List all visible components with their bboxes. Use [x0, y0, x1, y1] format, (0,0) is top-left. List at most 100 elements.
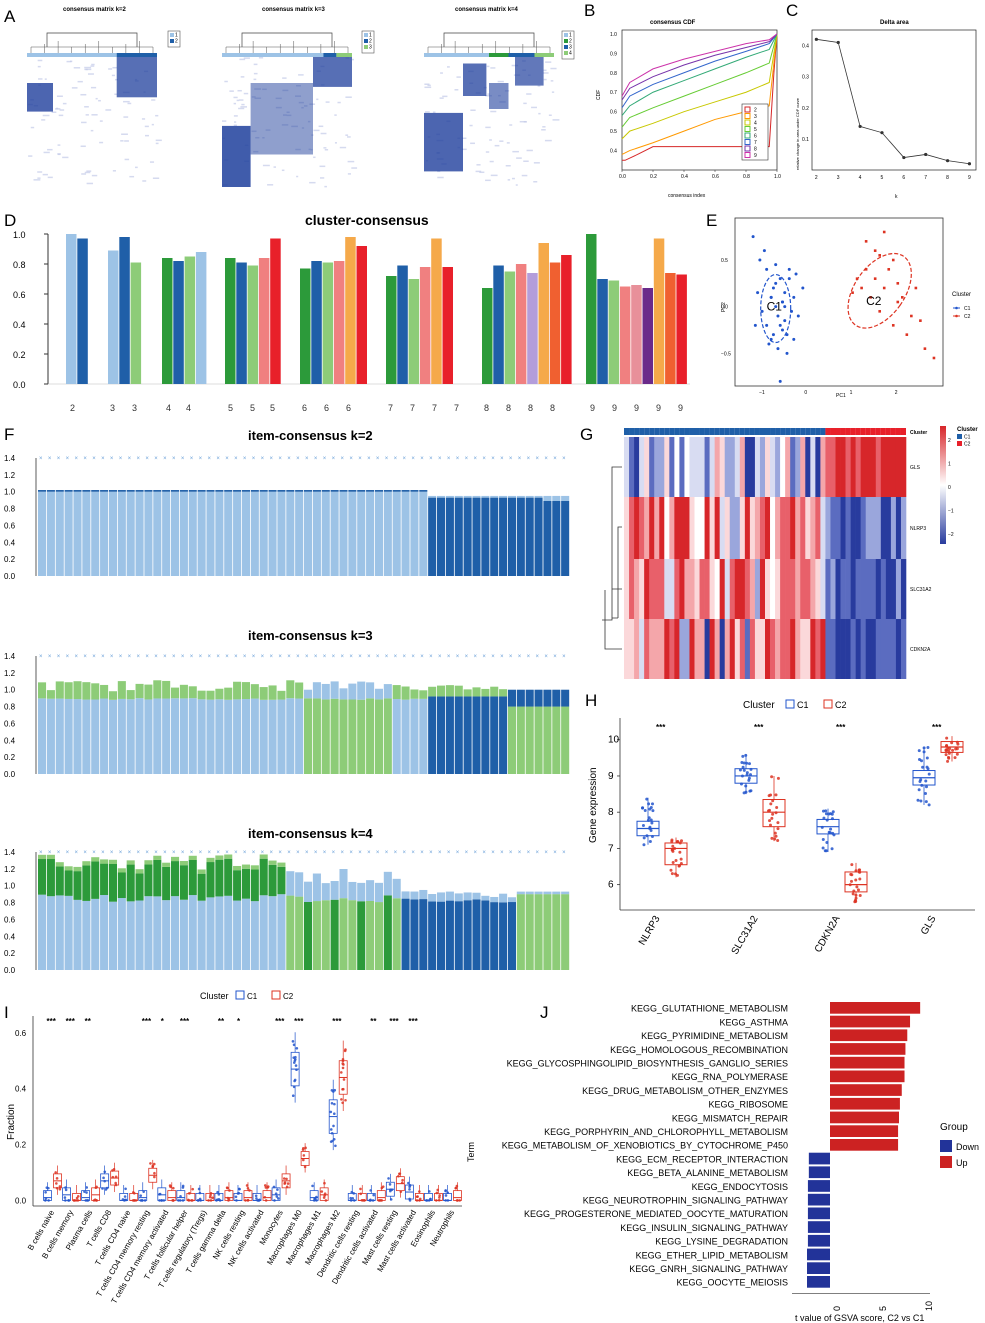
pca-legend-title: Cluster [952, 292, 971, 298]
y-tick-label: 0.0 [721, 305, 728, 311]
box-point [454, 1186, 458, 1190]
box-point [149, 1162, 152, 1165]
item-bar-segment [206, 491, 215, 576]
box-point [955, 752, 959, 756]
item-bar-segment [321, 491, 330, 576]
box-point [255, 1197, 258, 1200]
box-point [123, 1198, 127, 1202]
item-bar-segment [277, 862, 286, 867]
matrix-noise [347, 136, 351, 138]
item-bar-segment [454, 696, 463, 774]
pca-point-c1 [774, 281, 778, 285]
item-cluster-marker: × [473, 850, 477, 856]
item-bar-segment [357, 490, 366, 492]
heatmap-cell [845, 559, 851, 619]
matrix-noise [151, 123, 154, 126]
item-bar-segment [82, 861, 91, 866]
item-bar-segment [215, 859, 224, 897]
dendrogram-branch [443, 32, 535, 47]
box-point [371, 1199, 375, 1202]
item-bar-segment [188, 698, 197, 774]
box-point [177, 1199, 180, 1202]
box-point [293, 1061, 296, 1064]
cdf-legend-label: 2 [754, 108, 757, 114]
heatmap-cell [850, 437, 856, 497]
matrix-noise [533, 162, 540, 164]
heatmap-cell [845, 497, 851, 559]
significance-marker: ** [370, 1017, 377, 1026]
row-dendrogram [604, 526, 622, 650]
annotation-bar-cell [734, 428, 740, 435]
item-bar-segment [383, 871, 392, 896]
consensus-block [27, 83, 53, 112]
item-cluster-marker: × [145, 456, 149, 462]
item-bar-segment [445, 497, 454, 576]
delta-point [924, 152, 928, 157]
box-point [849, 879, 853, 883]
heatmap-cell [850, 497, 856, 559]
y-tick-label: 0.8 [13, 260, 26, 270]
item-bar-segment [286, 895, 295, 970]
delta-line [816, 38, 970, 165]
annotation-bar-cell [780, 428, 786, 435]
box-point [428, 1190, 431, 1193]
heatmap-cell [880, 559, 887, 619]
box-point [114, 1181, 117, 1185]
item-cluster-marker: × [473, 456, 477, 462]
box-point [342, 1063, 345, 1066]
box-point [927, 803, 931, 807]
box-point [744, 784, 748, 788]
item-bar-segment [162, 866, 171, 901]
box-point [397, 1174, 400, 1178]
item-bar-segment [507, 689, 516, 707]
item-bar-segment [250, 491, 259, 576]
item-bar-segment [561, 891, 570, 895]
legend-label: 1 [369, 33, 372, 39]
box-point [359, 1187, 362, 1191]
matrix-noise [439, 97, 444, 99]
box-point [244, 1199, 247, 1202]
item-bar-segment [490, 696, 499, 774]
heatmap-cell [734, 559, 741, 619]
item-bar-segment [277, 866, 286, 895]
heatmap-cell [644, 497, 650, 559]
pca-point-c1 [762, 249, 766, 253]
y-tick-label: 0.3 [802, 75, 809, 81]
annotation-bar-cell [875, 428, 881, 435]
box-point [361, 1199, 365, 1202]
item-bar-segment [525, 689, 534, 707]
box-point [946, 759, 950, 763]
item-cluster-marker: × [225, 456, 229, 462]
cluster-legend-swatch [957, 434, 962, 439]
item-bar-segment [233, 491, 242, 576]
matrix-noise [80, 145, 86, 148]
box-h-ylabel: Gene expression [588, 767, 599, 843]
item-bar-segment [91, 699, 100, 774]
box-point [455, 1184, 459, 1188]
item-bar-segment [348, 900, 357, 970]
annotation-bar-cell [805, 428, 811, 435]
item-bar-segment [117, 868, 126, 873]
item-bar-segment [419, 889, 428, 900]
item-cluster-marker: × [429, 850, 433, 856]
matrix-noise [541, 129, 546, 131]
heatmap-cell [654, 437, 660, 497]
item-bar-segment [117, 490, 126, 492]
item-bar-segment [179, 490, 188, 492]
heatmap-cell [714, 497, 720, 559]
legend-label: 2 [175, 39, 178, 45]
item-cluster-marker: × [234, 456, 238, 462]
matrix-noise [507, 179, 511, 181]
item-cluster-marker: × [66, 654, 70, 660]
item-cluster-marker: × [39, 654, 43, 660]
annotation-bar-cell [664, 428, 670, 435]
heatmap-cell [845, 619, 851, 679]
box-point [920, 783, 924, 787]
legend-swatch [564, 33, 568, 37]
matrix-noise [318, 125, 324, 128]
annotation-bar-cell [825, 428, 831, 435]
item-bar-segment [472, 687, 481, 697]
box-legend-swatch [271, 990, 281, 1000]
pca-point-c1 [776, 314, 780, 318]
